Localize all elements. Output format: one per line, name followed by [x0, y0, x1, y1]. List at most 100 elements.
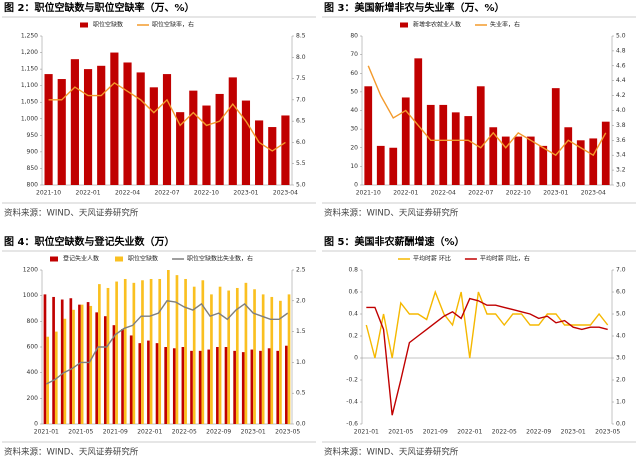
- tick-label: 5.0: [616, 33, 626, 40]
- bar: [276, 350, 280, 424]
- tick-label: 50: [350, 88, 358, 95]
- tick-label: 0.4: [348, 311, 358, 318]
- bar: [576, 140, 585, 185]
- tick-label: 1,100: [21, 82, 38, 89]
- bar: [268, 127, 277, 185]
- tick-label: 0.0: [296, 421, 306, 428]
- x-tick-label: 2022-05: [492, 429, 517, 436]
- bar: [241, 352, 245, 424]
- bar: [129, 335, 133, 424]
- x-tick-label: 2022-04: [115, 190, 140, 197]
- bar: [241, 100, 251, 185]
- bar: [401, 97, 410, 185]
- bar: [192, 286, 196, 424]
- bar: [539, 145, 548, 185]
- line: [367, 65, 607, 157]
- x-tick-label: 2021-05: [388, 429, 413, 436]
- bar: [426, 104, 435, 185]
- tick-label: 5.0: [616, 311, 626, 318]
- bar: [270, 296, 274, 424]
- legend-label: 职位空缺率，右: [152, 21, 194, 29]
- bar: [155, 343, 159, 424]
- bar: [255, 120, 264, 185]
- tick-label: 30: [350, 126, 358, 133]
- line: [365, 289, 609, 359]
- tick-label: 800: [27, 182, 39, 189]
- tick-label: 200: [27, 395, 39, 402]
- bar: [110, 52, 119, 185]
- tick-label: 0.0: [616, 421, 626, 428]
- bar: [287, 294, 291, 424]
- tick-label: 1000: [23, 292, 38, 299]
- bar: [176, 112, 185, 185]
- tick-label: 1200: [23, 267, 38, 274]
- bar: [78, 304, 81, 424]
- x-tick-label: 2023-01: [561, 429, 586, 436]
- x-tick-label: 2022-10: [194, 190, 219, 197]
- x-tick-label: 2023-01: [543, 190, 568, 197]
- bar: [501, 136, 510, 185]
- bar: [147, 340, 150, 424]
- legend-label: 登记失业人数: [63, 255, 99, 263]
- legend-swatch: [400, 22, 408, 28]
- bar: [123, 62, 132, 185]
- tick-label: 1.0: [616, 399, 626, 406]
- bar: [267, 348, 271, 424]
- x-tick-label: 2022-04: [431, 190, 456, 197]
- bar: [261, 294, 265, 424]
- bar: [172, 348, 176, 424]
- x-tick-label: 2021-01: [34, 429, 59, 436]
- bar: [70, 59, 79, 185]
- chart-title: 图 3：美国新增非农与失业率（万、%）: [324, 1, 504, 14]
- bar: [253, 289, 256, 424]
- legend-label: 平均时薪 环比: [413, 255, 451, 263]
- tick-label: 4.6: [616, 62, 626, 69]
- tick-label: 4.0: [616, 107, 626, 114]
- bar: [215, 93, 224, 185]
- tick-label: 1.5: [296, 328, 306, 335]
- legend-label: 新增非农就业人数: [413, 21, 461, 29]
- legend-label: 职位空缺数比失业数，右: [187, 255, 253, 263]
- bar: [149, 278, 153, 424]
- x-tick-label: 2021-09: [423, 429, 448, 436]
- tick-label: 4.2: [616, 92, 626, 99]
- bar: [69, 298, 73, 424]
- bar: [162, 74, 172, 185]
- bar: [228, 77, 237, 185]
- tick-label: -0.6: [346, 421, 358, 428]
- bar: [103, 316, 107, 424]
- tick-label: 6.0: [296, 139, 306, 146]
- bar: [141, 280, 144, 424]
- bar: [123, 278, 127, 424]
- source: 资料来源：WIND、天风证券研究所: [4, 208, 139, 219]
- tick-label: -0.2: [346, 377, 358, 384]
- bar: [158, 278, 162, 424]
- bar: [57, 79, 66, 185]
- tick-label: 4.0: [616, 333, 626, 340]
- x-tick-label: 2022-01: [76, 190, 101, 197]
- x-tick-label: 2022-07: [468, 190, 493, 197]
- tick-label: 1,050: [21, 99, 38, 106]
- bar: [227, 290, 231, 424]
- legend-label: 职位空缺数: [93, 21, 123, 29]
- bar: [601, 121, 610, 185]
- tick-label: 6.5: [296, 118, 306, 125]
- line: [366, 297, 608, 416]
- bar: [439, 104, 448, 185]
- x-tick-label: 2023-05: [275, 429, 300, 436]
- bar: [115, 281, 118, 424]
- x-tick-label: 2022-01: [457, 429, 482, 436]
- legend-swatch: [50, 256, 58, 262]
- bar: [235, 287, 239, 424]
- tick-label: 1,000: [21, 115, 38, 122]
- x-tick-label: 2022-07: [154, 190, 179, 197]
- legend-label: 职位空缺数: [128, 255, 158, 263]
- bar: [44, 74, 53, 185]
- source: 资料来源：WIND、天风证券研究所: [324, 447, 459, 458]
- x-tick-label: 2022-01: [393, 190, 418, 197]
- x-tick-label: 2023-01: [241, 429, 266, 436]
- tick-label: 7.0: [296, 96, 306, 103]
- tick-label: 80: [350, 33, 358, 40]
- tick-label: 70: [350, 51, 358, 58]
